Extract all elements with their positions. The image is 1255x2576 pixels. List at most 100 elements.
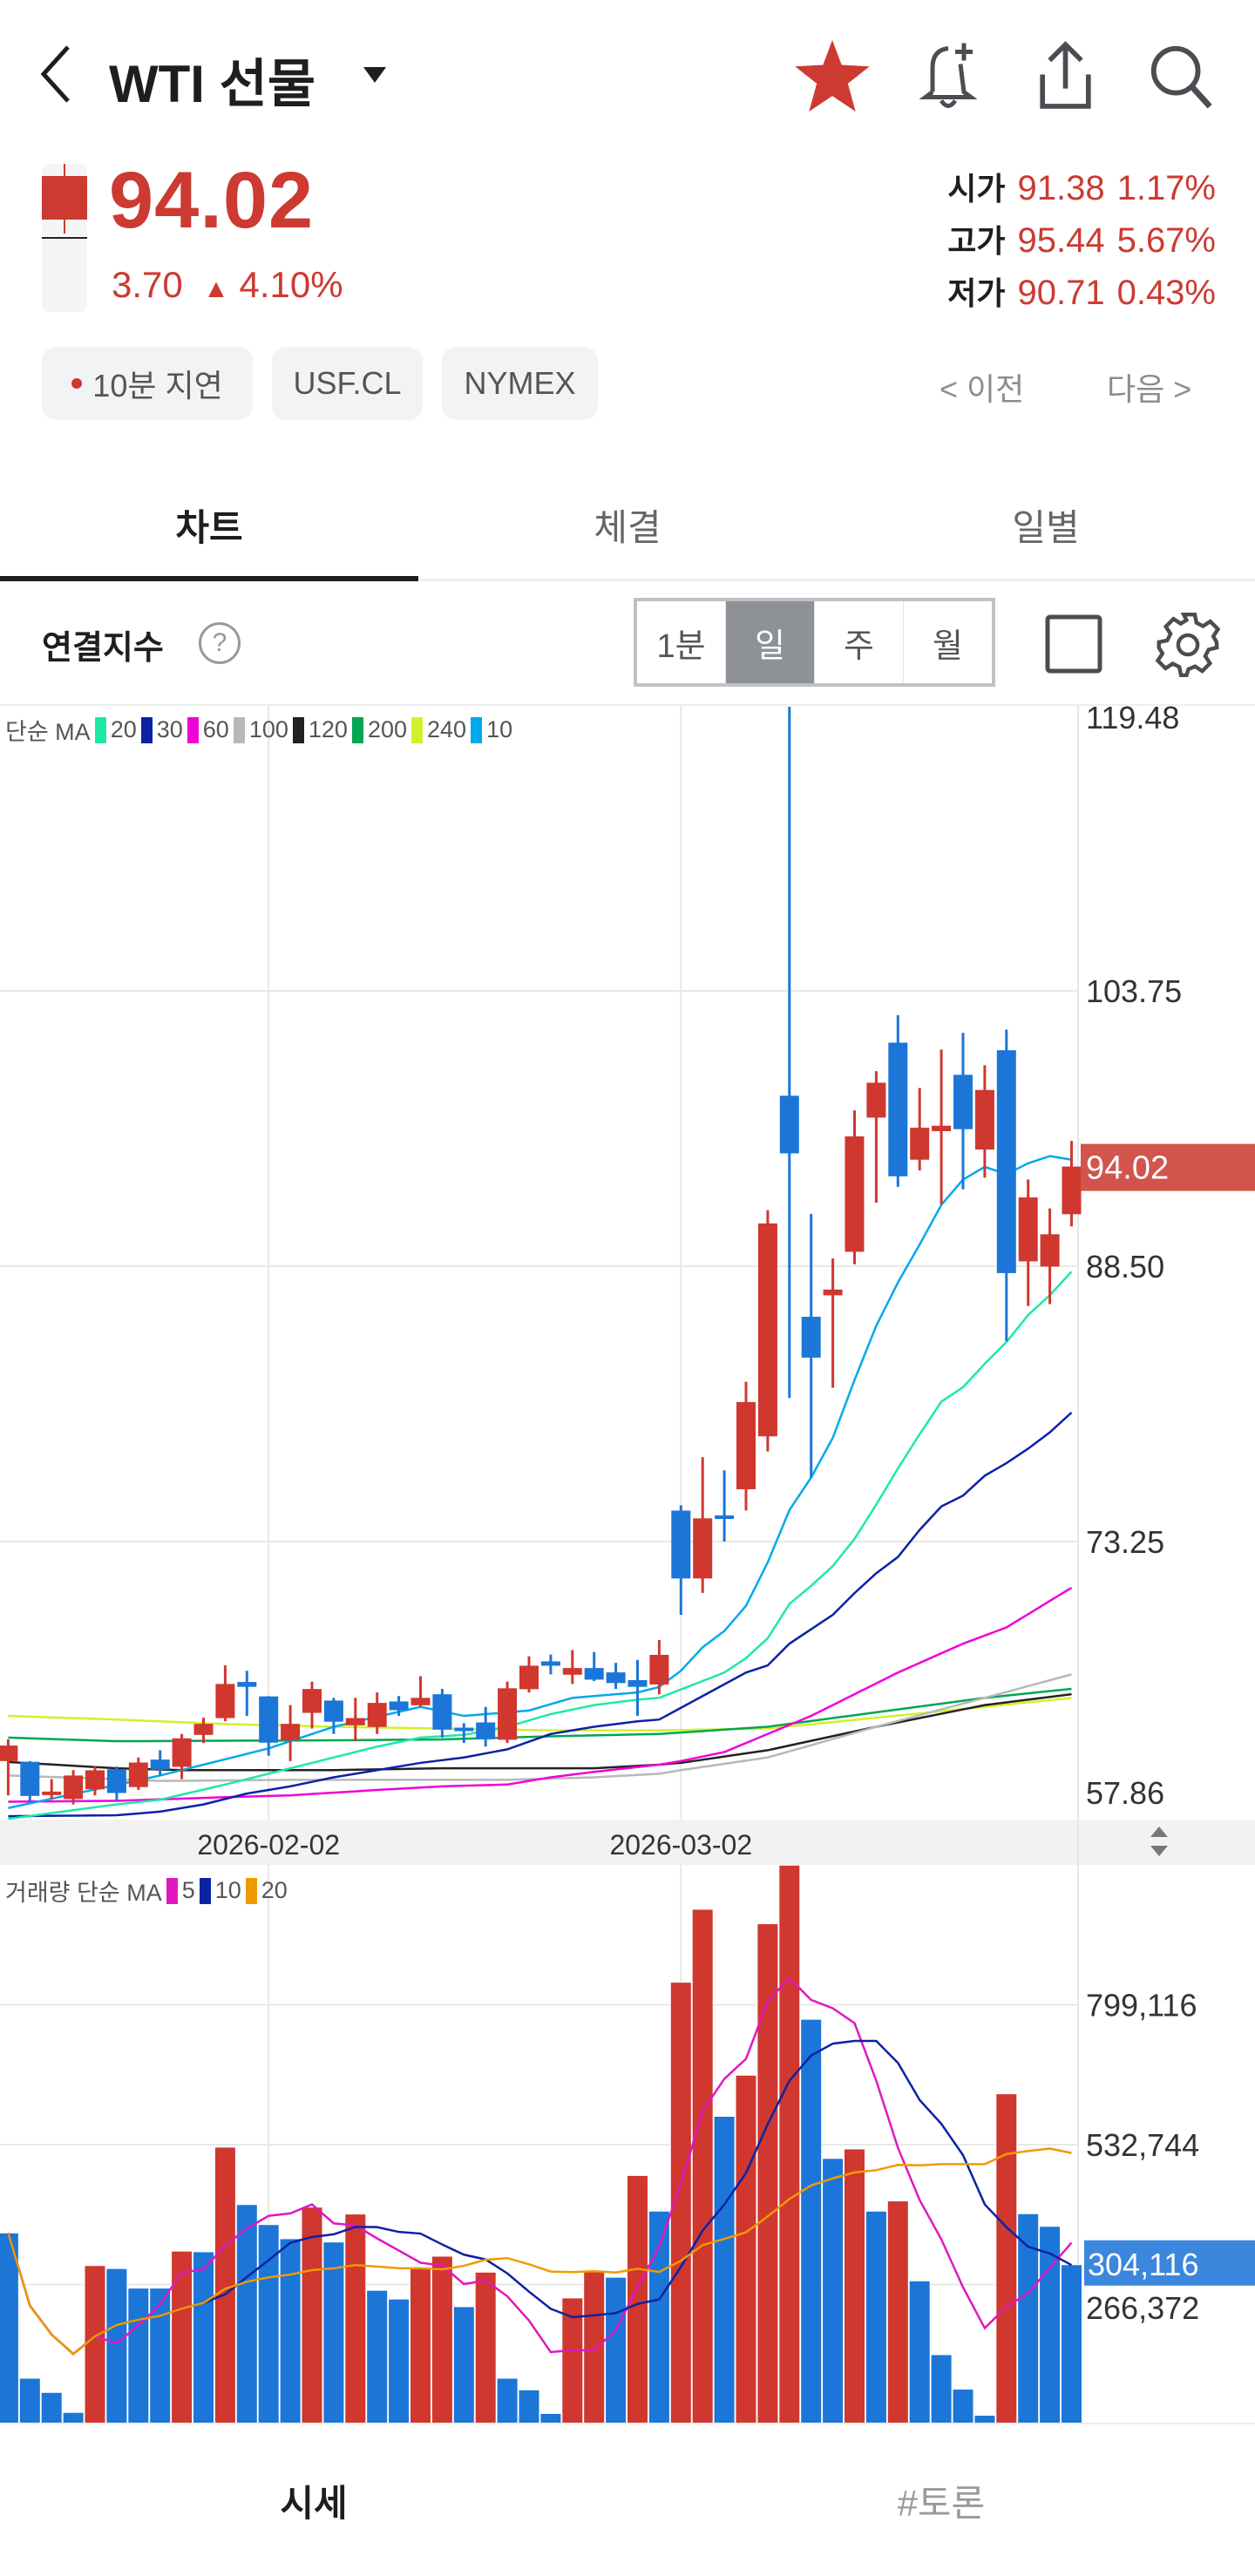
ma-legend: 단순 MA 20 30 60 100 120 200 240 10	[5, 713, 512, 747]
ma-line-20	[8, 1271, 1073, 1820]
volume-bar	[279, 2238, 302, 2423]
open-value: 91.38	[1017, 169, 1105, 207]
candle-body	[757, 1223, 777, 1437]
candle-body	[932, 1125, 952, 1132]
open-pct: 1.17%	[1116, 169, 1216, 207]
candle-body	[323, 1700, 343, 1722]
nav-discussion[interactable]: #토론	[628, 2423, 1255, 2576]
volume-bar	[18, 2377, 41, 2423]
current-volume-tag	[1084, 2240, 1255, 2286]
bell-plus-icon[interactable]	[915, 39, 985, 113]
prev-button[interactable]: < 이전	[940, 371, 1025, 407]
high-row: 고가 95.44 5.67%	[947, 216, 1216, 261]
page-title[interactable]: WTI 선물	[109, 55, 316, 113]
volume-ma-line-20	[7, 2147, 1072, 2356]
volume-bar	[844, 2148, 865, 2423]
volume-bar	[648, 2210, 670, 2423]
candle-body	[866, 1082, 886, 1118]
price-chart[interactable]: 2026-02-02 2026-03-02 119.48 103.75 88.50 73.…	[0, 706, 1255, 2423]
volume-bar	[149, 2288, 172, 2423]
volume-bar	[518, 2389, 540, 2423]
share-icon[interactable]	[1033, 39, 1098, 113]
ma-swatch-icon	[94, 716, 106, 743]
candle-body	[779, 1095, 799, 1154]
star-icon[interactable]	[795, 40, 870, 112]
volume-ma-period: 10	[214, 1877, 241, 1903]
candle-body	[953, 1074, 973, 1129]
volume-bar	[561, 2297, 584, 2423]
period-week[interactable]: 주	[815, 601, 904, 683]
volume-bar	[40, 2391, 63, 2423]
price-change: 3.70 ▲ 4.10%	[112, 264, 343, 306]
period-1min[interactable]: 1분	[637, 601, 726, 683]
delay-label: 10분 지연	[92, 368, 223, 403]
volume-bar	[627, 2174, 648, 2423]
ma-swatch-icon	[140, 716, 153, 743]
volume-bar	[691, 1908, 714, 2423]
date-tick-label: 2026-02-02	[197, 1829, 340, 1861]
nav-quote[interactable]: 시세	[0, 2423, 628, 2576]
ma-line-60	[8, 1586, 1073, 1803]
tab-daily[interactable]: 일별	[1012, 506, 1080, 548]
candle-body	[410, 1698, 431, 1705]
volume-bar	[973, 2415, 996, 2423]
volume-bar	[452, 2306, 475, 2423]
open-row: 시가 91.38 1.17%	[947, 164, 1216, 209]
help-icon[interactable]: ?	[199, 622, 241, 664]
candle-body	[974, 1089, 994, 1150]
volume-bar	[605, 2276, 628, 2423]
volume-bar	[301, 2207, 323, 2423]
low-label: 저가	[947, 275, 1006, 311]
volume-bar	[539, 2412, 562, 2423]
volume-bar	[865, 2210, 887, 2423]
candle-body	[888, 1042, 908, 1176]
volume-bar	[952, 2389, 974, 2423]
change-value: 3.70	[112, 264, 183, 305]
candle-body	[693, 1518, 713, 1579]
volume-bar	[1061, 2264, 1082, 2423]
tab-trades[interactable]: 체결	[594, 506, 661, 548]
volume-bar	[193, 2251, 214, 2423]
gear-icon[interactable]	[1155, 610, 1221, 680]
ma-line-10	[8, 1155, 1072, 1809]
ma-period: 120	[308, 716, 348, 742]
open-label: 시가	[947, 171, 1006, 207]
period-month[interactable]: 월	[933, 627, 963, 665]
search-icon[interactable]	[1146, 42, 1216, 113]
back-chevron-icon[interactable]	[33, 44, 77, 105]
candle-body	[150, 1759, 170, 1770]
candle-body	[519, 1665, 539, 1690]
ma-period: 30	[156, 716, 183, 742]
next-button[interactable]: 다음 >	[1107, 371, 1192, 407]
candle-body	[1062, 1166, 1082, 1215]
ma-line-120	[8, 1692, 1072, 1772]
low-pct: 0.43%	[1116, 274, 1216, 312]
fullscreen-square-icon[interactable]	[1044, 613, 1103, 675]
candle-body	[389, 1701, 409, 1711]
volume-bar	[496, 2377, 519, 2423]
candle-body	[128, 1762, 148, 1787]
volume-ma-swatch-icon	[199, 1877, 211, 1904]
volume-bar	[713, 2115, 736, 2423]
candle-body	[540, 1661, 560, 1666]
period-day[interactable]: 일	[726, 601, 815, 683]
candle-body	[1040, 1234, 1060, 1267]
date-axis-band	[0, 1820, 1255, 1865]
volume-bar	[84, 2265, 106, 2423]
tab-chart[interactable]: 차트	[175, 506, 243, 548]
candle-body	[498, 1688, 518, 1740]
dropdown-triangle-icon[interactable]	[362, 65, 388, 85]
pane-resize-icon[interactable]	[1150, 1827, 1168, 1856]
volume-bar	[1039, 2226, 1062, 2423]
volume-bar	[235, 2204, 258, 2423]
candle-body	[606, 1672, 626, 1684]
candle-body	[172, 1738, 192, 1767]
status-dot-icon	[71, 378, 83, 389]
delay-chip: 10분 지연	[42, 347, 253, 420]
volume-bar	[171, 2250, 193, 2423]
candle-body	[106, 1769, 126, 1793]
candle-body	[20, 1761, 40, 1796]
volume-ma-period: 20	[261, 1877, 288, 1903]
ma-period: 20	[110, 716, 137, 742]
candle-body	[845, 1136, 865, 1252]
